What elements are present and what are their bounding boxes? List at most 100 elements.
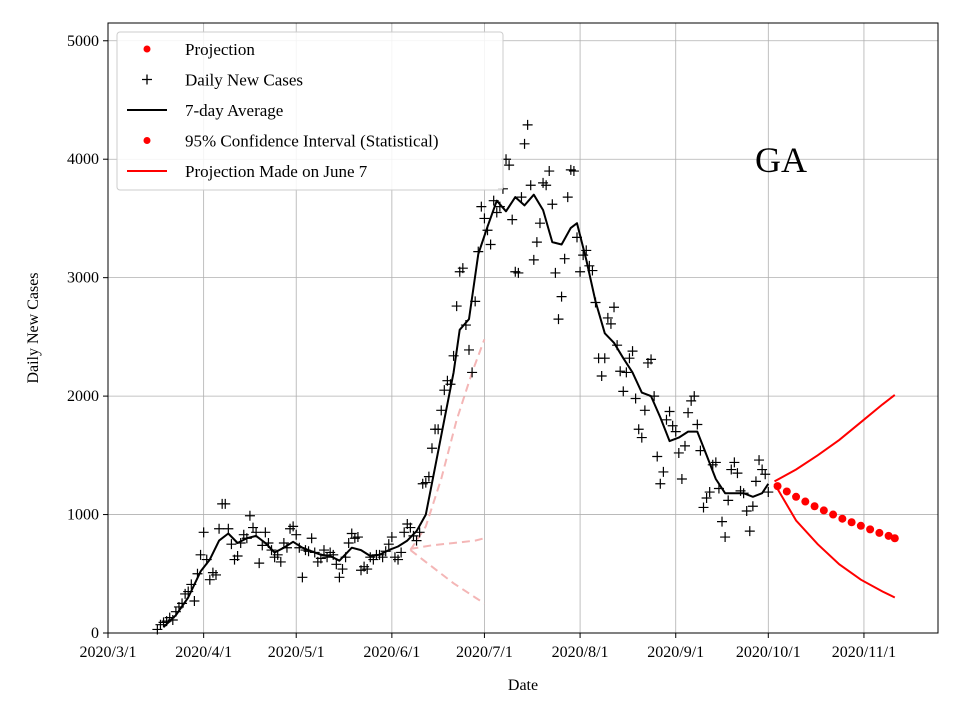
daily-case-point bbox=[260, 527, 271, 538]
x-tick-label: 2020/5/1 bbox=[268, 644, 325, 661]
x-tick-label: 2020/7/1 bbox=[456, 644, 513, 661]
x-tick-label: 2020/8/1 bbox=[552, 644, 609, 661]
y-axis: 0 1000 2000 3000 4000 5000 bbox=[67, 33, 108, 642]
daily-case-point bbox=[396, 547, 407, 558]
daily-case-point bbox=[550, 267, 561, 278]
y-tick-label: 3000 bbox=[67, 270, 99, 287]
daily-case-point bbox=[414, 527, 425, 538]
x-tick-label: 2020/10/1 bbox=[736, 644, 801, 661]
daily-case-point bbox=[534, 218, 545, 229]
daily-case-point bbox=[590, 297, 601, 308]
daily-case-point bbox=[214, 523, 225, 534]
daily-case-point bbox=[513, 267, 524, 278]
daily-case-point bbox=[464, 344, 475, 355]
legend-label: Projection Made on June 7 bbox=[185, 162, 368, 181]
daily-case-point bbox=[679, 440, 690, 451]
y-tick-label: 5000 bbox=[67, 33, 99, 50]
daily-case-point bbox=[698, 502, 709, 513]
daily-case-point bbox=[763, 487, 774, 498]
legend-label: 7-day Average bbox=[185, 101, 283, 120]
daily-case-point bbox=[380, 546, 391, 557]
daily-case-point bbox=[223, 523, 234, 534]
daily-case-point bbox=[587, 265, 598, 276]
daily-case-point bbox=[393, 554, 404, 565]
daily-case-point bbox=[553, 314, 564, 325]
daily-case-point bbox=[760, 469, 771, 480]
daily-case-point bbox=[343, 537, 354, 548]
daily-case-point bbox=[232, 551, 243, 562]
daily-case-point bbox=[405, 522, 416, 533]
daily-case-point bbox=[602, 312, 613, 323]
daily-case-point bbox=[297, 572, 308, 583]
daily-case-point bbox=[713, 483, 724, 494]
daily-case-point bbox=[494, 201, 505, 212]
daily-case-point bbox=[615, 366, 626, 377]
projection-point bbox=[819, 506, 828, 515]
daily-case-point bbox=[627, 346, 638, 357]
daily-case-point bbox=[488, 195, 499, 206]
x-tick-label: 2020/11/1 bbox=[832, 644, 896, 661]
projection-point bbox=[847, 518, 856, 527]
daily-case-point bbox=[624, 353, 635, 364]
daily-case-point bbox=[744, 526, 755, 537]
daily-case-point bbox=[630, 393, 641, 404]
daily-case-point bbox=[670, 426, 681, 437]
daily-case-point bbox=[695, 445, 706, 456]
projection-point bbox=[810, 502, 819, 511]
daily-case-point bbox=[241, 533, 252, 544]
daily-case-point bbox=[689, 391, 700, 402]
daily-case-point bbox=[470, 296, 481, 307]
y-tick-label: 1000 bbox=[67, 507, 99, 524]
projection-point bbox=[856, 521, 865, 530]
legend-marker bbox=[143, 137, 151, 144]
daily-case-point bbox=[198, 527, 209, 538]
confidence-interval-line bbox=[773, 483, 896, 599]
daily-case-point bbox=[254, 558, 265, 569]
daily-case-point bbox=[189, 596, 200, 607]
daily-case-point bbox=[263, 537, 274, 548]
legend-label: Projection bbox=[185, 40, 255, 59]
daily-case-point bbox=[436, 405, 447, 416]
daily-case-point bbox=[667, 420, 678, 431]
daily-case-point bbox=[473, 246, 484, 257]
daily-case-point bbox=[652, 451, 663, 462]
daily-case-point bbox=[303, 546, 314, 557]
daily-case-point bbox=[633, 424, 644, 435]
daily-case-point bbox=[723, 495, 734, 506]
daily-case-point bbox=[547, 199, 558, 210]
daily-case-point bbox=[618, 386, 629, 397]
daily-case-point bbox=[485, 239, 496, 250]
daily-case-point bbox=[479, 213, 490, 224]
daily-case-point bbox=[177, 598, 188, 609]
daily-case-point bbox=[717, 516, 728, 527]
daily-case-point bbox=[244, 510, 255, 521]
daily-case-point bbox=[639, 405, 650, 416]
daily-case-point bbox=[519, 138, 530, 149]
seven-day-average-line bbox=[162, 193, 770, 628]
daily-case-point bbox=[482, 225, 493, 236]
daily-case-point bbox=[541, 180, 552, 191]
daily-case-point bbox=[275, 556, 286, 567]
daily-case-point bbox=[621, 367, 632, 378]
daily-case-point bbox=[318, 545, 329, 556]
daily-case-point bbox=[331, 559, 342, 570]
daily-case-point bbox=[636, 432, 647, 443]
daily-case-point bbox=[167, 614, 178, 625]
projection-point bbox=[875, 528, 884, 537]
daily-case-point bbox=[186, 579, 197, 590]
june7-projection-line bbox=[409, 549, 485, 605]
daily-case-point bbox=[649, 391, 660, 402]
daily-case-point bbox=[556, 291, 567, 302]
daily-case-point bbox=[516, 192, 527, 203]
daily-case-point bbox=[383, 539, 394, 550]
daily-case-point bbox=[399, 527, 410, 538]
daily-case-point bbox=[658, 466, 669, 477]
projection-point bbox=[890, 534, 899, 543]
grid bbox=[107, 23, 938, 634]
daily-case-point bbox=[192, 568, 203, 579]
daily-case-point bbox=[451, 301, 462, 312]
projection-point bbox=[829, 510, 838, 519]
daily-case-point bbox=[420, 477, 431, 488]
daily-case-point bbox=[581, 245, 592, 256]
daily-case-point bbox=[599, 353, 610, 364]
